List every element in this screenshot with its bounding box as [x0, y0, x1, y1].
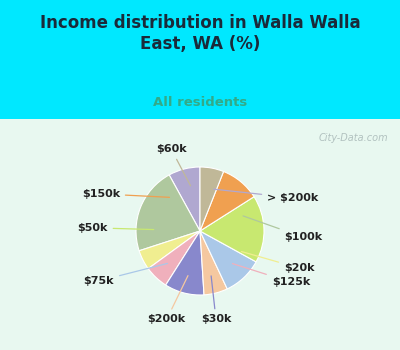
Text: $20k: $20k	[242, 252, 314, 273]
Text: All residents: All residents	[153, 96, 247, 109]
Text: City-Data.com: City-Data.com	[318, 133, 388, 143]
Text: $75k: $75k	[84, 264, 168, 286]
Text: Income distribution in Walla Walla
East, WA (%): Income distribution in Walla Walla East,…	[40, 14, 360, 53]
Text: $30k: $30k	[201, 276, 231, 324]
Text: $200k: $200k	[148, 276, 188, 324]
Wedge shape	[169, 167, 200, 231]
Text: $125k: $125k	[232, 264, 310, 287]
Wedge shape	[200, 197, 264, 262]
Text: $50k: $50k	[77, 223, 154, 233]
Wedge shape	[136, 175, 200, 251]
Wedge shape	[200, 172, 254, 231]
Wedge shape	[166, 231, 204, 295]
Wedge shape	[200, 231, 227, 295]
Wedge shape	[148, 231, 200, 285]
Text: $150k: $150k	[82, 189, 170, 199]
Text: $100k: $100k	[243, 216, 323, 243]
Wedge shape	[200, 167, 224, 231]
Text: $60k: $60k	[156, 144, 190, 186]
Wedge shape	[200, 231, 256, 289]
Text: > $200k: > $200k	[214, 189, 318, 203]
Wedge shape	[139, 231, 200, 268]
